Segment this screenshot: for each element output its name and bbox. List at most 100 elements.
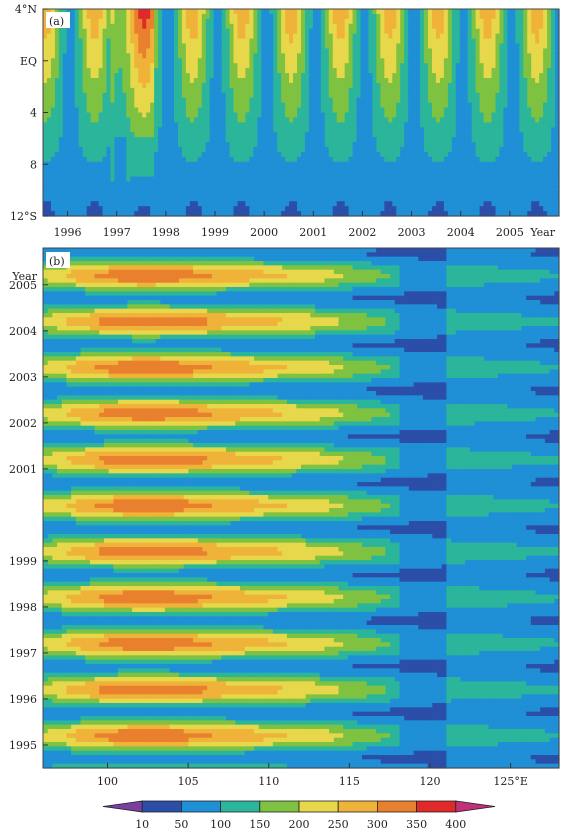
panel-a-cell <box>213 151 219 158</box>
panel-a-cell <box>285 68 290 74</box>
panel-a-cell <box>376 9 381 15</box>
panel-a-cell <box>265 23 270 30</box>
panel-a-cell <box>304 127 310 133</box>
panel-a-cell <box>420 48 425 54</box>
panel-a-cell <box>491 87 497 94</box>
panel-a-cell <box>336 43 342 50</box>
panel-a-cell <box>297 151 302 158</box>
panel-a-cell <box>70 112 76 119</box>
panel-a-cell <box>360 147 366 153</box>
panel-a-cell <box>404 92 409 99</box>
panel-a-cell <box>273 48 278 54</box>
panel-a-cell <box>467 196 473 202</box>
panel-a-cell <box>420 102 425 109</box>
panel-a-cell <box>54 82 60 89</box>
panel-a-cell <box>396 23 401 30</box>
panel-a-cell <box>205 137 211 143</box>
panel-a-cell <box>273 142 278 148</box>
panel-a-cell <box>340 201 346 207</box>
panel-a-cell <box>364 112 370 119</box>
panel-a-cell <box>507 107 512 114</box>
panel-a-cell <box>455 122 461 128</box>
panel-a-cell <box>380 13 385 20</box>
panel-a-cell <box>503 181 508 188</box>
panel-a-cell <box>400 142 405 148</box>
panel-a-cell <box>301 9 306 15</box>
panel-a-cell <box>376 78 381 84</box>
panel-a-cell <box>177 53 183 59</box>
panel-a-cell <box>90 117 96 123</box>
panel-a-cell <box>435 48 441 54</box>
panel-a-cell <box>380 196 385 202</box>
panel-a-cell <box>114 156 120 163</box>
panel-a-cell <box>90 9 96 15</box>
panel-a-cell <box>392 132 397 138</box>
panel-a-cell <box>475 9 481 15</box>
panel-a-cell <box>209 63 215 69</box>
panel-a-cell <box>356 201 362 207</box>
panel-a-cell <box>150 206 155 212</box>
panel-a-cell <box>70 9 76 15</box>
panel-a-cell <box>173 127 179 133</box>
panel-a-cell <box>439 92 445 99</box>
panel-a-cell <box>463 102 469 109</box>
panel-a-cell <box>78 73 84 79</box>
panel-a-cell <box>439 137 445 143</box>
panel-a-cell <box>130 48 135 54</box>
panel-a-cell <box>336 186 342 192</box>
panel-a-cell <box>66 92 72 99</box>
panel-a-cell <box>185 181 191 188</box>
panel-a-cell <box>82 137 88 143</box>
panel-a-cell <box>66 48 72 54</box>
panel-a-cell <box>408 186 413 192</box>
panel-a-cell <box>503 137 508 143</box>
panel-a-cell <box>134 206 139 212</box>
panel-a-cell <box>102 73 108 79</box>
panel-a-cell <box>261 73 266 79</box>
panel-a-cell <box>257 33 262 40</box>
panel-a-cell <box>392 78 397 84</box>
panel-a-cell <box>102 196 108 202</box>
panel-a-cell <box>304 53 310 59</box>
panel-a-cell <box>507 191 512 197</box>
panel-a-cell <box>455 92 461 99</box>
panel-a-cell <box>233 211 239 217</box>
panel-a-cell <box>173 186 179 192</box>
panel-a-cell <box>102 161 108 168</box>
panel-a-cell <box>82 78 88 84</box>
panel-a-cell <box>308 82 314 89</box>
panel-a-cell <box>495 18 501 25</box>
panel-a-cell <box>301 151 306 158</box>
panel-a-cell <box>364 176 370 183</box>
panel-a-cell <box>507 58 512 64</box>
panel-a-cell <box>416 107 421 114</box>
panel-a-cell <box>324 171 330 178</box>
panel-a-cell <box>50 156 56 163</box>
panel-a-cell <box>392 23 397 30</box>
panel-a-cell <box>273 176 278 183</box>
panel-a-cell <box>364 43 370 50</box>
panel-a-cell <box>428 151 433 158</box>
panel-a-cell <box>166 137 171 143</box>
panel-a-cell <box>281 147 286 153</box>
panel-a-cell <box>241 211 247 217</box>
panel-a-cell <box>408 166 413 173</box>
panel-a-cell <box>82 132 88 138</box>
panel-a-cell <box>138 211 143 217</box>
panel-a-cell <box>130 92 135 99</box>
panel-a-cell <box>229 18 235 25</box>
panel-a-cell <box>447 82 453 89</box>
panel-a-cell <box>166 132 171 138</box>
panel-a-cell <box>308 58 314 64</box>
panel-a-cell <box>297 18 302 25</box>
panel-a-cell <box>126 186 131 192</box>
panel-a-cell <box>225 102 231 109</box>
panel-a-cell <box>293 53 298 59</box>
panel-a-cell <box>507 142 512 148</box>
panel-a-cell <box>352 137 358 143</box>
panel-a-cell <box>150 112 155 119</box>
panel-a-cell <box>451 97 457 104</box>
panel-a-cell <box>94 92 100 99</box>
panel-a-cell <box>205 201 211 207</box>
panel-a-cell <box>74 9 80 15</box>
